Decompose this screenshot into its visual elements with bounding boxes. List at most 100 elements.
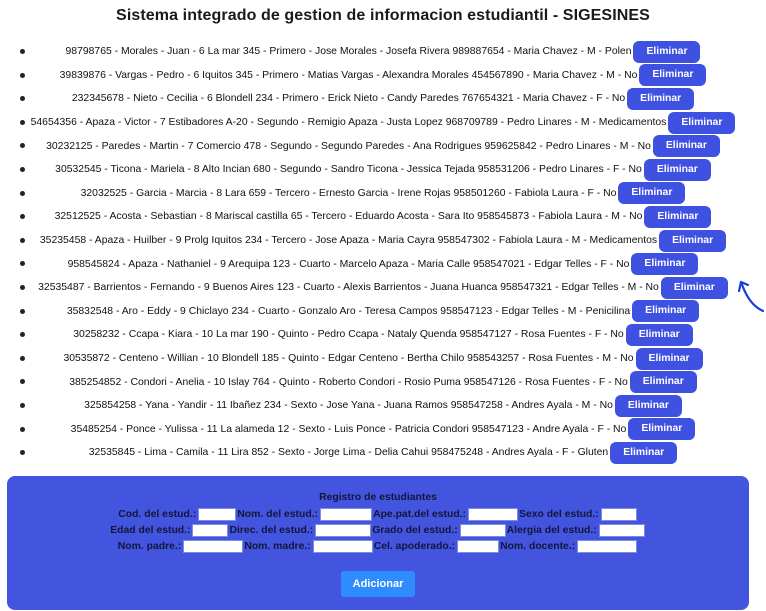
student-record-text: 325854258 - Yana - Yandir - 11 Ibañez 23…	[84, 400, 613, 412]
bullet-icon	[20, 72, 25, 78]
delete-student-button[interactable]: Eliminar	[633, 40, 701, 63]
celapo-input[interactable]	[457, 540, 500, 553]
sexo-label: Sexo del estud.:	[519, 509, 599, 520]
bullet-icon	[20, 332, 25, 338]
list-item: 385254852 - Condori - Anelia - 10 Islay …	[0, 370, 766, 394]
delete-student-button[interactable]: Eliminar	[659, 229, 727, 252]
hand-drawn-arrow-icon	[738, 280, 765, 313]
student-record-text: 32535845 - Lima - Camila - 11 Lira 852 -…	[88, 447, 609, 459]
delete-student-button[interactable]: Eliminar	[632, 300, 700, 323]
student-record-text: 54654356 - Apaza - Victor - 7 Estibadore…	[30, 117, 667, 129]
bullet-icon	[20, 96, 25, 102]
apepat-label: Ape.pat.del estud.:	[373, 509, 467, 520]
student-record-text: 32535487 - Barrientos - Fernando - 9 Bue…	[38, 282, 659, 294]
student-record-text: 32032525 - Garcia - Marcia - 8 Lara 659 …	[80, 187, 617, 199]
student-record-text: 98798765 - Morales - Juan - 6 La mar 345…	[65, 46, 632, 58]
list-item: 30258232 - Ccapa - Kiara - 10 La mar 190…	[0, 323, 766, 347]
delete-student-button[interactable]: Eliminar	[610, 441, 678, 464]
nom-label: Nom. del estud.:	[237, 509, 319, 520]
apepat-input[interactable]	[468, 508, 519, 521]
delete-student-button[interactable]: Eliminar	[625, 323, 693, 346]
bullet-icon	[20, 119, 25, 125]
form-title: Registro de estudiantes	[319, 492, 437, 503]
form-row-1: Cod. del estud.: Nom. del estud.: Ape.pa…	[7, 508, 749, 521]
cod-input[interactable]	[198, 508, 237, 521]
student-record-text: 232345678 - Nieto - Cecilia - 6 Blondell…	[71, 93, 626, 105]
student-record-text: 35832548 - Aro - Eddy - 9 Chiclayo 234 -…	[66, 305, 631, 317]
list-item: 39839876 - Vargas - Pedro - 6 Iquitos 34…	[0, 64, 766, 88]
grado-label: Grado del estud.:	[372, 525, 458, 536]
list-item: 32535845 - Lima - Camila - 11 Lira 852 -…	[0, 441, 766, 465]
cod-label: Cod. del estud.:	[118, 509, 197, 520]
student-record-text: 35485254 - Ponce - Yulissa - 11 La alame…	[70, 423, 627, 435]
list-item: 35832548 - Aro - Eddy - 9 Chiclayo 234 -…	[0, 300, 766, 324]
bullet-icon	[20, 166, 25, 172]
list-item: 30535872 - Centeno - Willian - 10 Blonde…	[0, 347, 766, 371]
sexo-input[interactable]	[600, 508, 637, 521]
student-record-text: 385254852 - Condori - Anelia - 10 Islay …	[69, 376, 628, 388]
delete-student-button[interactable]: Eliminar	[668, 111, 736, 134]
list-item: 958545824 - Apaza - Nathaniel - 9 Arequi…	[0, 252, 766, 276]
delete-student-button[interactable]: Eliminar	[628, 418, 696, 441]
bullet-icon	[20, 379, 25, 385]
student-record-text: 39839876 - Vargas - Pedro - 6 Iquitos 34…	[59, 69, 638, 81]
delete-student-button[interactable]: Eliminar	[652, 135, 720, 158]
student-record-text: 958545824 - Apaza - Nathaniel - 9 Arequi…	[67, 258, 630, 270]
list-item: 35485254 - Ponce - Yulissa - 11 La alame…	[0, 418, 766, 442]
bullet-icon	[20, 308, 25, 314]
celapo-label: Cel. apoderado.:	[373, 541, 456, 552]
bullet-icon	[20, 237, 25, 243]
delete-student-button[interactable]: Eliminar	[614, 394, 682, 417]
nommadre-label: Nom. madre.:	[244, 541, 311, 552]
list-item: 32512525 - Acosta - Sebastian - 8 Marisc…	[0, 205, 766, 229]
form-row-2: Edad del estud.: Direc. del estud.: Grad…	[7, 524, 749, 537]
bullet-icon	[20, 49, 25, 54]
nompadre-input[interactable]	[183, 540, 244, 553]
bullet-icon	[20, 355, 25, 361]
bullet-icon	[20, 143, 25, 149]
list-item: 30232125 - Paredes - Martin - 7 Comercio…	[0, 134, 766, 158]
bullet-icon	[20, 261, 25, 267]
delete-student-button[interactable]: Eliminar	[629, 371, 697, 394]
page-title: Sistema integrado de gestion de informac…	[116, 7, 650, 24]
delete-student-button[interactable]: Eliminar	[631, 253, 699, 276]
student-record-text: 35235458 - Apaza - Huilber - 9 Prolg Iqu…	[39, 235, 658, 247]
delete-student-button[interactable]: Eliminar	[643, 158, 711, 181]
delete-student-button[interactable]: Eliminar	[639, 64, 707, 87]
list-item: 98798765 - Morales - Juan - 6 La mar 345…	[0, 40, 766, 64]
alergia-input[interactable]	[598, 524, 645, 537]
list-item: 35235458 - Apaza - Huilber - 9 Prolg Iqu…	[0, 229, 766, 253]
delete-student-button[interactable]: Eliminar	[635, 347, 703, 370]
bullet-icon	[20, 450, 25, 456]
student-record-text: 30535872 - Centeno - Willian - 10 Blonde…	[63, 353, 634, 365]
bullet-icon	[20, 426, 25, 432]
student-list: 98798765 - Morales - Juan - 6 La mar 345…	[0, 40, 766, 465]
student-record-text: 30232125 - Paredes - Martin - 7 Comercio…	[46, 140, 651, 152]
list-item: 30532545 - Ticona - Mariela - 8 Alto Inc…	[0, 158, 766, 182]
nomdoc-input[interactable]	[577, 540, 638, 553]
delete-student-button[interactable]: Eliminar	[644, 205, 712, 228]
grado-input[interactable]	[459, 524, 506, 537]
student-record-text: 32512525 - Acosta - Sebastian - 8 Marisc…	[54, 211, 643, 223]
delete-student-button[interactable]: Eliminar	[618, 182, 686, 205]
add-student-button[interactable]: Adicionar	[341, 571, 415, 597]
delete-student-button[interactable]: Eliminar	[627, 87, 695, 110]
list-item: 54654356 - Apaza - Victor - 7 Estibadore…	[0, 111, 766, 135]
student-record-text: 30258232 - Ccapa - Kiara - 10 La mar 190…	[73, 329, 624, 341]
nomdoc-label: Nom. docente.:	[500, 541, 576, 552]
bullet-icon	[20, 214, 25, 220]
direc-input[interactable]	[315, 524, 372, 537]
direc-label: Direc. del estud.:	[229, 525, 314, 536]
list-item: 32535487 - Barrientos - Fernando - 9 Bue…	[0, 276, 766, 300]
bullet-icon	[20, 402, 25, 408]
nommadre-input[interactable]	[312, 540, 373, 553]
delete-student-button[interactable]: Eliminar	[660, 276, 728, 299]
edad-label: Edad del estud.:	[110, 525, 191, 536]
bullet-icon	[20, 190, 25, 196]
edad-input[interactable]	[192, 524, 229, 537]
student-registration-form: Registro de estudiantes Cod. del estud.:…	[7, 476, 749, 610]
list-item: 325854258 - Yana - Yandir - 11 Ibañez 23…	[0, 394, 766, 418]
list-item: 232345678 - Nieto - Cecilia - 6 Blondell…	[0, 87, 766, 111]
nom-input[interactable]	[320, 508, 373, 521]
bullet-icon	[20, 284, 25, 290]
